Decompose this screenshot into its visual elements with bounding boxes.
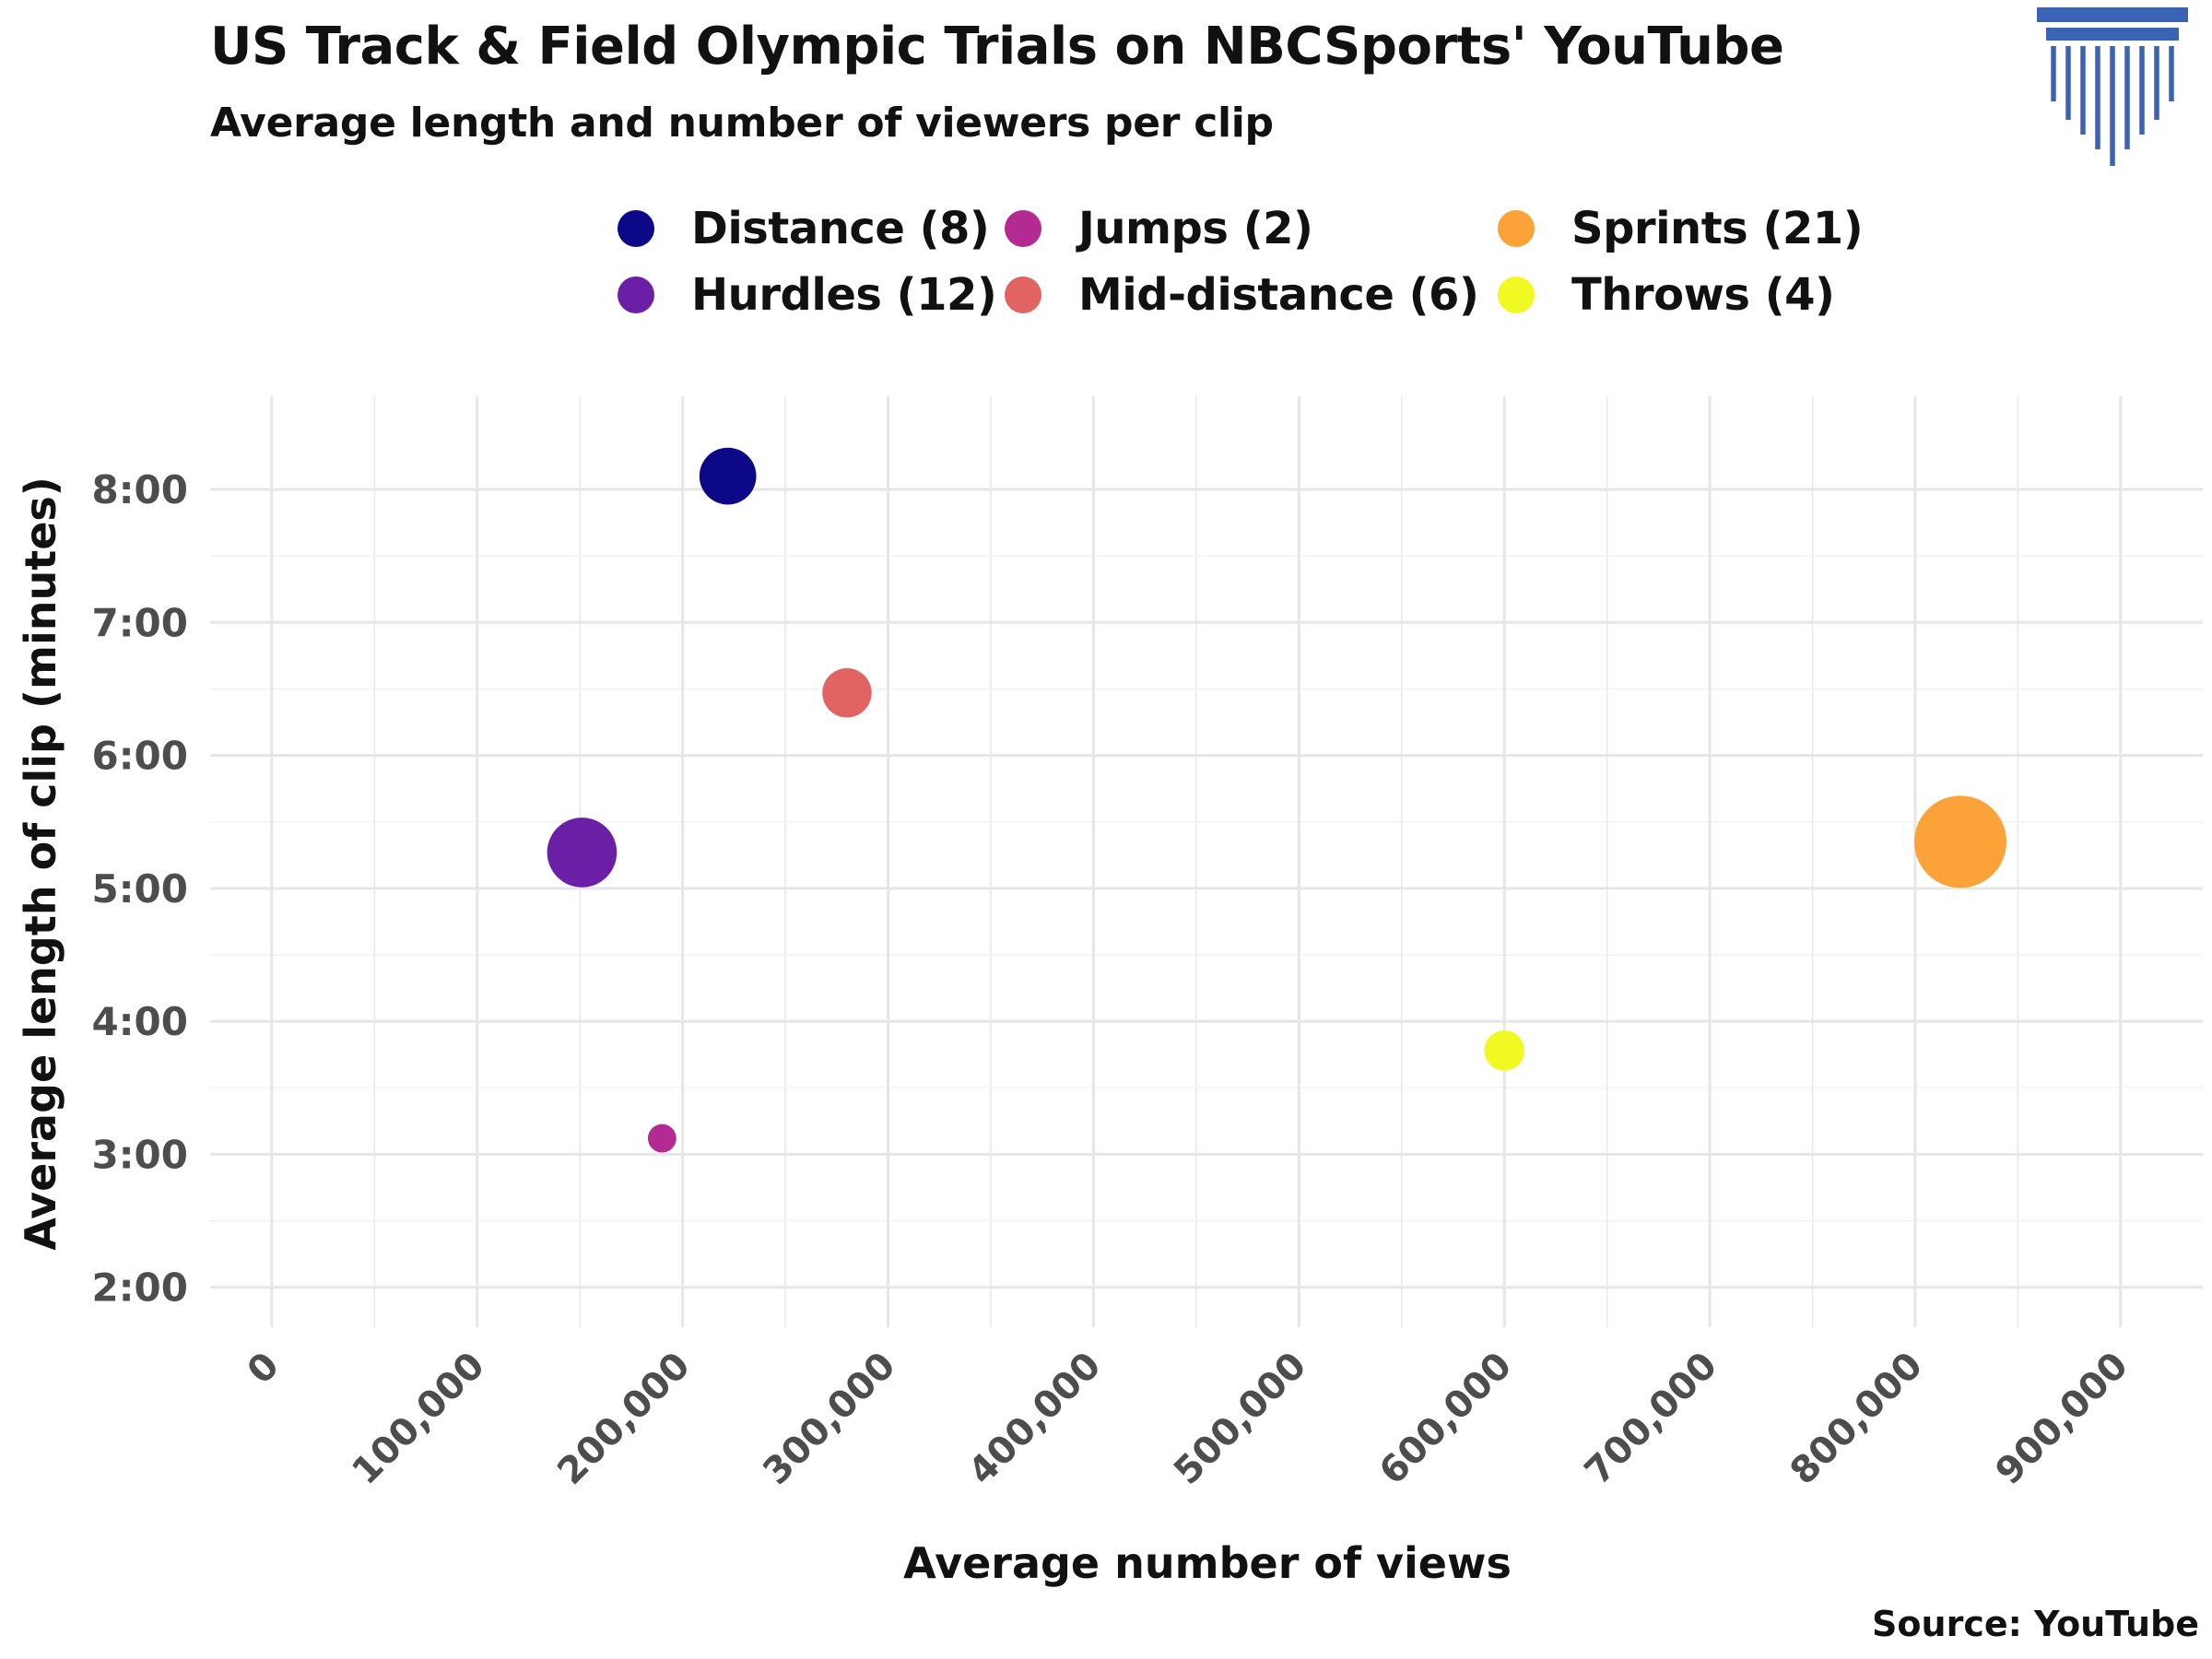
y-tick-label: 7:00	[92, 600, 188, 645]
legend-item-throws: Throws (4)	[1498, 267, 1835, 323]
legend-item-distance: Distance (8)	[618, 201, 990, 256]
chart-subtitle: Average length and number of viewers per…	[210, 100, 1274, 147]
legend-label: Jumps (2)	[1078, 203, 1313, 254]
x-tick-label: 300,000	[755, 1345, 903, 1493]
grid-minor	[210, 396, 2203, 1327]
legend: Distance (8) Hurdles (12) Jumps (2) Mid-dis…	[618, 201, 1908, 330]
logo-top-bar	[2037, 7, 2188, 22]
legend-label: Distance (8)	[691, 203, 990, 254]
legend-label: Hurdles (12)	[691, 269, 997, 321]
grid-major	[210, 396, 2203, 1327]
legend-item-sprints: Sprints (21)	[1498, 201, 1864, 256]
point-jumps	[647, 1124, 677, 1153]
point-mid-distance	[822, 668, 872, 718]
y-tick-label: 6:00	[92, 734, 188, 779]
legend-swatch	[618, 276, 654, 313]
legend-item-mid-distance: Mid-distance (6)	[1005, 267, 1479, 323]
x-tick-label: 400,000	[960, 1345, 1109, 1493]
x-tick-label: 200,000	[549, 1345, 698, 1493]
column-pillar-icon	[2037, 7, 2188, 166]
x-tick-labels: 0 100,000 200,000 300,000 400,000 500,000 600,…	[240, 1345, 2136, 1493]
y-tick-labels: 2:00 3:00 4:00 5:00 6:00 7:00 8:00	[92, 467, 188, 1311]
y-tick-label: 5:00	[92, 866, 188, 912]
legend-label: Mid-distance (6)	[1078, 269, 1479, 321]
y-axis-title: Average length of clip (minutes)	[16, 477, 65, 1251]
data-points	[547, 447, 2006, 1153]
x-tick-label: 500,000	[1166, 1345, 1314, 1493]
legend-swatch	[1005, 276, 1041, 313]
legend-item-jumps: Jumps (2)	[1005, 201, 1313, 256]
x-tick-label: 600,000	[1371, 1345, 1520, 1493]
point-throws	[1484, 1030, 1525, 1071]
legend-swatch	[618, 210, 654, 247]
x-tick-label: 800,000	[1783, 1345, 1931, 1493]
source-note: Source: YouTube	[1872, 1604, 2199, 1644]
y-tick-label: 3:00	[92, 1132, 188, 1177]
x-tick-label: 700,000	[1577, 1345, 1725, 1493]
y-tick-label: 8:00	[92, 467, 188, 512]
point-distance	[699, 447, 757, 505]
x-tick-label: 100,000	[344, 1345, 492, 1493]
point-sprints	[1913, 795, 2006, 888]
y-tick-label: 2:00	[92, 1265, 188, 1311]
logo-columns	[2051, 46, 2174, 166]
x-tick-label: 900,000	[1988, 1345, 2136, 1493]
legend-swatch	[1498, 276, 1535, 313]
legend-label: Sprints (21)	[1571, 203, 1864, 254]
x-tick-label: 0	[240, 1345, 288, 1393]
legend-swatch	[1005, 210, 1041, 247]
logo-second-bar	[2046, 28, 2179, 41]
y-tick-label: 4:00	[92, 999, 188, 1044]
legend-item-hurdles: Hurdles (12)	[618, 267, 997, 323]
legend-label: Throws (4)	[1571, 269, 1835, 321]
chart-title: US Track & Field Olympic Trials on NBCSp…	[210, 17, 1784, 76]
legend-swatch	[1498, 210, 1535, 247]
x-axis-title: Average number of views	[903, 1538, 1512, 1588]
point-hurdles	[547, 818, 618, 888]
